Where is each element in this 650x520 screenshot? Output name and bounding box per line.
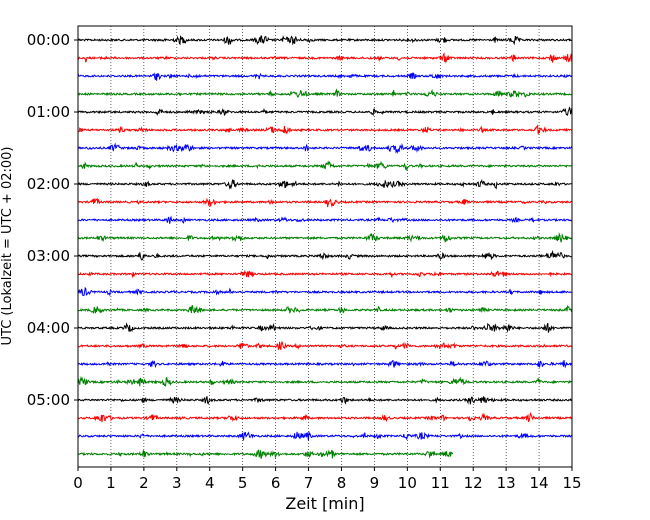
trace-row [77,72,573,81]
x-tick-label: 7 [304,474,314,492]
trace-row [77,412,573,423]
trace-row [77,232,573,243]
trace-row [77,340,573,351]
trace-row [77,286,572,297]
x-tick-label: 11 [431,474,450,492]
y-axis-label: UTC (Lokalzeit = UTC + 02:00) [0,147,15,346]
trace-row [77,88,572,98]
x-tick-label: 14 [530,474,549,492]
x-axis-ticks: 0 1 2 3 4 5 6 7 8 9 10 11 12 13 14 15 [73,467,582,492]
x-tick-label: 13 [497,474,516,492]
y-tick-label: 01:00 [27,103,70,121]
trace-row [77,178,573,190]
trace-row [77,52,573,64]
trace-row [77,360,573,369]
x-tick-label: 10 [398,474,417,492]
trace-row [77,305,573,314]
y-tick-label: 04:00 [27,319,70,337]
y-tick-label: 02:00 [27,175,70,193]
x-tick-label: 6 [271,474,281,492]
plot-frame [77,25,573,468]
x-tick-label: 3 [172,474,182,492]
trace-row [77,269,572,279]
trace-row [77,35,573,46]
x-axis-label: Zeit [min] [285,494,364,513]
trace-row [77,322,573,333]
trace-row [77,160,573,171]
seismic-traces [77,35,573,459]
trace-row [77,375,572,387]
x-tick-label: 8 [337,474,347,492]
trace-row [77,249,573,261]
trace-row [77,197,572,208]
trace-row [77,431,573,442]
trace-row [77,449,454,459]
x-tick-label: 1 [106,474,116,492]
y-tick-label: 03:00 [27,247,70,265]
x-tick-label: 9 [370,474,380,492]
x-tick-label: 4 [205,474,215,492]
x-tick-label: 2 [139,474,149,492]
y-tick-label: 00:00 [27,31,70,49]
x-tick-label: 15 [562,474,581,492]
x-tick-label: 12 [464,474,483,492]
y-axis-ticks: 00:00 01:00 02:00 03:00 04:00 05:00 [27,31,78,409]
trace-row [77,124,573,135]
trace-row [77,215,573,224]
y-tick-label: 05:00 [27,391,70,409]
trace-row [77,142,573,155]
x-tick-label: 0 [73,474,83,492]
x-tick-label: 5 [238,474,248,492]
trace-row [77,396,573,405]
trace-row [77,106,573,117]
